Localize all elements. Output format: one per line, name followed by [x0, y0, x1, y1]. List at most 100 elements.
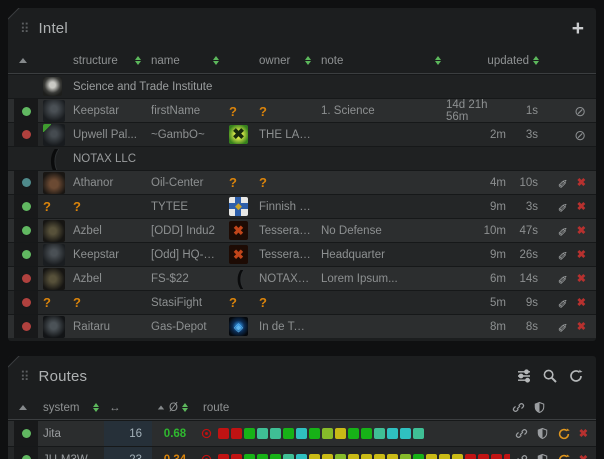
route-system-square[interactable]: [218, 428, 229, 439]
route-system-square[interactable]: [244, 454, 255, 459]
route-system-square[interactable]: [335, 428, 346, 439]
route-system-square[interactable]: [257, 454, 268, 459]
shield-icon[interactable]: [533, 401, 546, 414]
shield-icon[interactable]: [536, 453, 549, 459]
drag-handle-icon[interactable]: ⠿: [20, 368, 30, 384]
route-system-square[interactable]: [283, 454, 294, 459]
route-system-square[interactable]: [504, 454, 510, 459]
delete-x-icon[interactable]: ✖: [576, 201, 586, 213]
delete-x-icon[interactable]: ✖: [576, 297, 586, 309]
sorted-column-indicator[interactable]: [14, 58, 38, 63]
intel-row[interactable]: Keepstar firstName?? 1. Science 14d 21h 56m…: [8, 98, 596, 123]
block-circle-slash-icon[interactable]: ⊘: [574, 126, 586, 143]
route-system-square[interactable]: [231, 428, 242, 439]
route-start-icon[interactable]: [200, 453, 216, 459]
sorted-column-indicator[interactable]: [14, 405, 38, 410]
refresh-icon[interactable]: [557, 427, 571, 441]
intel-group-row[interactable]: (NOTAX LLC: [8, 146, 596, 170]
system-cell[interactable]: Jita: [43, 427, 61, 440]
column-header-route[interactable]: route: [203, 401, 230, 414]
route-system-square[interactable]: [426, 454, 437, 459]
route-system-square[interactable]: [309, 454, 320, 459]
edit-pencil-icon[interactable]: ✎: [557, 295, 568, 310]
edit-pencil-icon[interactable]: ✎: [557, 223, 568, 238]
column-header-name[interactable]: name: [146, 55, 224, 67]
delete-x-icon[interactable]: ✖: [576, 249, 586, 261]
route-system-square[interactable]: [244, 428, 255, 439]
column-header-updated[interactable]: updated: [446, 55, 544, 67]
block-circle-slash-icon[interactable]: ⊘: [574, 103, 586, 119]
route-system-square[interactable]: [361, 428, 372, 439]
edit-pencil-icon[interactable]: ✎: [557, 199, 568, 214]
intel-group-row[interactable]: Science and Trade Institute: [8, 74, 596, 98]
route-system-square[interactable]: [413, 454, 424, 459]
edit-pencil-icon[interactable]: ✎: [557, 247, 568, 262]
route-system-square[interactable]: [348, 428, 359, 439]
route-system-square[interactable]: [296, 428, 307, 439]
intel-row[interactable]: Azbel FS-$22 (NOTAX LLC Lorem Ipsum... 6m 14s…: [8, 266, 596, 290]
intel-row[interactable]: ?? StasiFight?? 5m 9s ✎ ✖: [8, 290, 596, 314]
route-system-square[interactable]: [270, 454, 281, 459]
column-header-structure[interactable]: structure: [68, 55, 146, 67]
intel-row[interactable]: Azbel [ODD] Indu2 ✖ Tesseract C... No Defens…: [8, 218, 596, 242]
column-header-note[interactable]: note: [316, 55, 446, 67]
link-icon[interactable]: [515, 427, 528, 440]
route-system-square[interactable]: [322, 454, 333, 459]
route-system-square[interactable]: [400, 428, 411, 439]
route-system-square[interactable]: [309, 428, 320, 439]
route-system-square[interactable]: [413, 428, 424, 439]
refresh-icon[interactable]: [568, 368, 584, 384]
intel-row[interactable]: Athanor Oil-Center?? 4m 10s ✎ ✖: [8, 170, 596, 194]
link-icon[interactable]: [515, 453, 528, 459]
updated-seconds: 10s: [519, 176, 538, 189]
add-intel-button[interactable]: +: [571, 16, 584, 40]
refresh-icon[interactable]: [557, 453, 571, 459]
edit-pencil-icon[interactable]: ✎: [557, 175, 568, 190]
route-system-square[interactable]: [374, 428, 385, 439]
intel-row[interactable]: Keepstar [Odd] HQ-One ✖ Tesseract C... Headq…: [8, 242, 596, 266]
route-system-square[interactable]: [296, 454, 307, 459]
column-header-jumps[interactable]: ↔: [109, 401, 121, 414]
route-system-square[interactable]: [335, 454, 346, 459]
shield-icon[interactable]: [536, 427, 549, 440]
route-system-square[interactable]: [478, 454, 489, 459]
route-system-square[interactable]: [218, 454, 229, 459]
route-system-square[interactable]: [452, 454, 463, 459]
edit-pencil-icon[interactable]: ✎: [557, 271, 568, 286]
route-system-square[interactable]: [270, 428, 281, 439]
intel-row[interactable]: Raitaru Gas-Depot ◈ In de Tesch 8m 8s ✎ ✖: [8, 314, 596, 338]
route-row[interactable]: Jita 16 0.68 ✖: [8, 420, 596, 446]
route-system-square[interactable]: [231, 454, 242, 459]
route-system-square[interactable]: [283, 428, 294, 439]
route-system-square[interactable]: [465, 454, 476, 459]
search-icon[interactable]: [542, 368, 558, 384]
link-icon[interactable]: [512, 401, 525, 414]
route-system-square[interactable]: [322, 428, 333, 439]
route-system-square[interactable]: [374, 454, 385, 459]
delete-x-icon[interactable]: ✖: [576, 177, 586, 189]
column-header-system[interactable]: system: [38, 402, 104, 414]
delete-x-icon[interactable]: ✖: [578, 428, 588, 440]
delete-x-icon[interactable]: ✖: [579, 453, 588, 459]
column-header-owner[interactable]: owner: [254, 55, 316, 67]
route-system-square[interactable]: [387, 454, 398, 459]
route-system-square[interactable]: [257, 428, 268, 439]
route-system-square[interactable]: [361, 454, 372, 459]
route-system-square[interactable]: [491, 454, 502, 459]
sliders-icon[interactable]: [516, 368, 532, 384]
route-system-square[interactable]: [400, 454, 411, 459]
route-system-square[interactable]: [348, 454, 359, 459]
drag-handle-icon[interactable]: ⠿: [20, 20, 30, 36]
column-header-avg-security[interactable]: Ø: [152, 402, 198, 414]
route-row[interactable]: JU-M3W230.34 ✖: [8, 446, 596, 459]
delete-x-icon[interactable]: ✖: [576, 225, 586, 237]
route-system-square[interactable]: [387, 428, 398, 439]
intel-row[interactable]: Upwell Pal... ~GambO~ ✖ THE LAST A... 2m 3s ⊘: [8, 122, 596, 146]
route-start-icon[interactable]: [200, 427, 216, 440]
route-system-square[interactable]: [439, 454, 450, 459]
edit-pencil-icon[interactable]: ✎: [557, 319, 568, 334]
delete-x-icon[interactable]: ✖: [576, 273, 586, 285]
delete-x-icon[interactable]: ✖: [576, 321, 586, 333]
system-cell[interactable]: JU-M3W: [38, 454, 104, 459]
